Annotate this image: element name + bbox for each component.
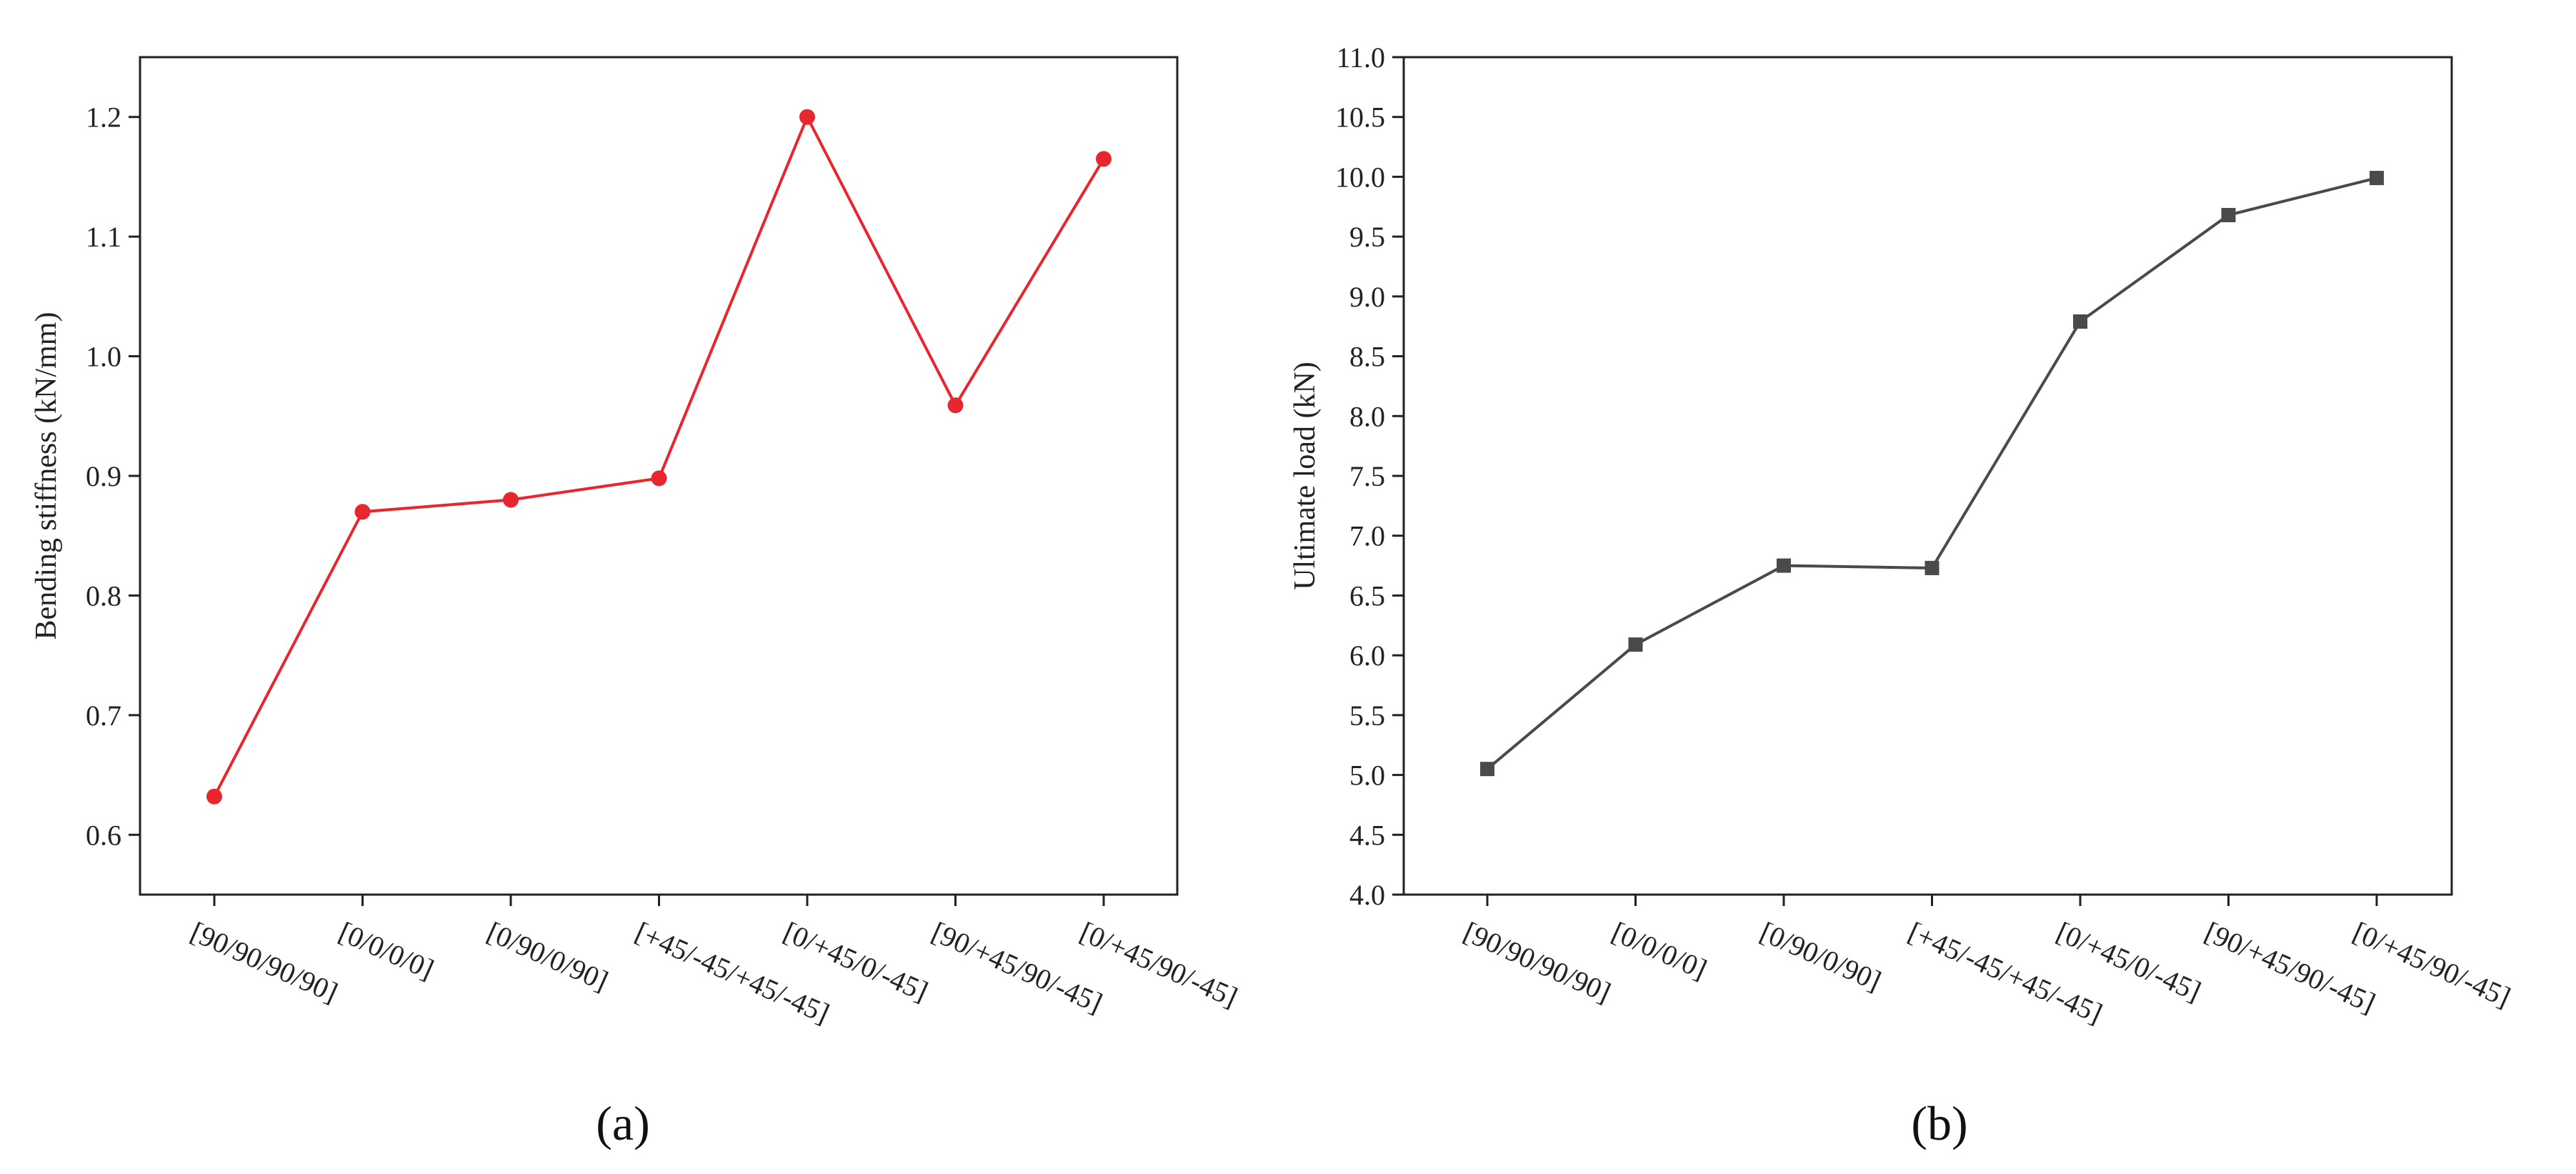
y-tick-label: 0.7 [86, 700, 121, 732]
y-tick-label: 8.0 [1349, 400, 1385, 432]
y-tick-label: 1.1 [86, 221, 121, 253]
y-tick-label: 1.0 [86, 341, 121, 373]
y-tick-label: 8.5 [1349, 341, 1385, 373]
y-tick-label: 6.0 [1349, 640, 1385, 672]
y-tick-label: 4.0 [1349, 879, 1385, 911]
y-tick-label: 7.5 [1349, 460, 1385, 492]
x-tick-label: [0/0/0/0] [334, 915, 439, 985]
data-point [799, 109, 815, 125]
data-point [1096, 151, 1112, 167]
series-line [213, 113, 1105, 797]
x-tick-label: [90/+45/90/-45] [2200, 915, 2380, 1019]
y-tick-label: 9.0 [1349, 281, 1385, 313]
chart-bending-stiffness: 0.6 0.7 0.8 0.9 1.0 1.1 1.2 [90/90/90/90][0/0/0… [30, 56, 1242, 1150]
y-tick-label: 11.0 [1336, 41, 1385, 74]
y-axis-title: Ultimate load (kN) [1289, 362, 1322, 590]
chart-ultimate-load: 4.0 4.5 5.0 5.5 6.0 6.5 7.0 7.5 8.0 8.5 9.0 9.5 10.0… [1289, 41, 2515, 1150]
panel-label: (a) [596, 1096, 649, 1150]
y-tick-label: 1.2 [86, 101, 121, 134]
data-point [206, 788, 222, 805]
data-point [2073, 314, 2087, 329]
data-point [354, 504, 371, 520]
y-tick-label: 10.0 [1335, 161, 1385, 193]
data-point [651, 470, 667, 487]
data-point [2221, 208, 2236, 223]
y-axis-title: Bending stiffness (kN/mm) [30, 312, 63, 640]
series-line [1486, 176, 2377, 770]
y-tick-label: 6.5 [1349, 579, 1385, 612]
data-point [503, 492, 519, 508]
y-tick-label: 7.0 [1349, 520, 1385, 552]
y-tick-label: 0.9 [86, 460, 121, 492]
data-point [1480, 762, 1494, 777]
y-tick-label: 4.5 [1349, 819, 1385, 851]
data-point [1777, 558, 1791, 573]
y-tick-label: 0.6 [86, 819, 121, 851]
x-tick-label: [90/90/90/90] [186, 915, 342, 1009]
data-point [1924, 560, 1940, 575]
x-tick-label: [90/+45/90/-45] [927, 915, 1107, 1019]
x-tick-label: [0/90/0/90] [1755, 915, 1886, 997]
plot-frame [1402, 56, 2453, 896]
x-tick-label: [0/0/0/0] [1607, 915, 1712, 985]
y-tick-label: 5.5 [1349, 700, 1385, 732]
y-tick-label: 5.0 [1349, 760, 1385, 792]
y-tick-label: 10.5 [1335, 101, 1385, 134]
y-tick-label: 9.5 [1349, 221, 1385, 253]
x-tick-label: [90/90/90/90] [1459, 915, 1615, 1009]
data-point [2370, 171, 2384, 186]
panel-label: (b) [1911, 1096, 1967, 1150]
data-point [947, 397, 964, 414]
data-point [1628, 637, 1643, 652]
y-tick-label: 0.8 [86, 579, 121, 612]
x-tick-label: [0/90/0/90] [482, 915, 613, 997]
